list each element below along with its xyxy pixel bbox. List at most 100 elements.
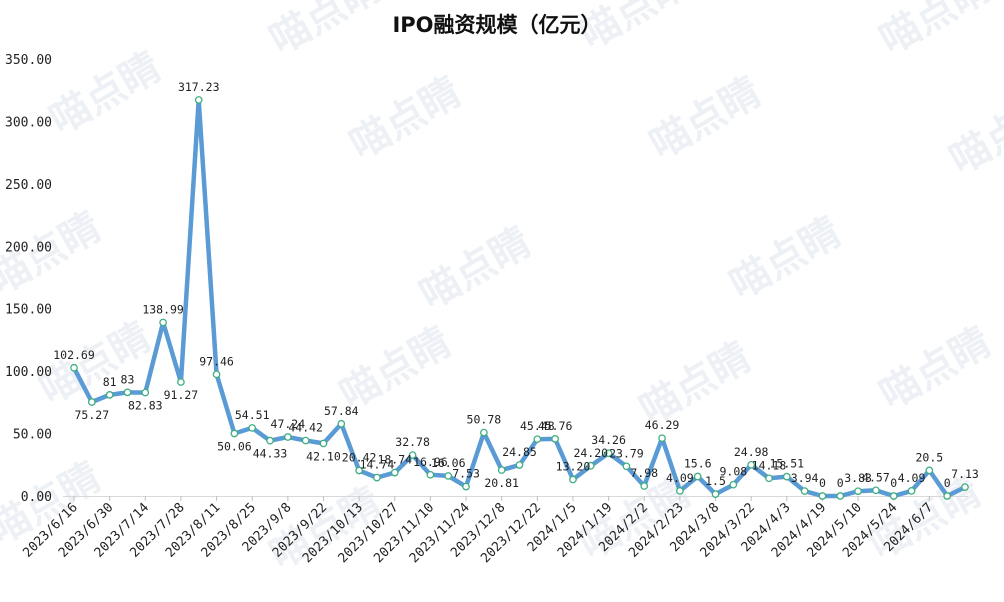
data-label: 3.94 (791, 471, 819, 485)
data-point (283, 433, 292, 441)
data-point (408, 451, 417, 459)
data-point (729, 480, 738, 489)
watermark-text: 喵点睛 (412, 219, 539, 319)
data-label: 44.42 (288, 421, 323, 435)
data-label: 4.09 (898, 471, 926, 485)
data-point (907, 487, 916, 495)
data-label: 7.98 (630, 466, 658, 480)
data-label: 317.23 (178, 80, 220, 94)
data-label: 44.33 (253, 447, 288, 461)
data-point (765, 474, 773, 483)
watermark-text: 喵点睛 (872, 319, 999, 419)
data-point (818, 492, 827, 500)
y-tick-label: 150.00 (5, 303, 52, 318)
chart-title: IPO融资规模（亿元） (392, 13, 601, 37)
data-point (925, 466, 934, 475)
data-label: 16.96 (413, 455, 448, 469)
data-point (426, 470, 435, 479)
y-tick-label: 250.00 (5, 178, 52, 193)
data-point (640, 482, 649, 490)
data-point (212, 370, 221, 379)
data-label: 20.81 (484, 476, 519, 490)
data-point (854, 487, 862, 496)
watermark-text: 喵点睛 (262, 0, 389, 64)
data-label: 20.5 (916, 450, 944, 464)
data-point (373, 473, 381, 482)
data-label: 23.79 (609, 446, 644, 460)
data-label: 138.99 (142, 302, 184, 316)
y-tick-label: 350.00 (5, 53, 52, 68)
data-point (586, 461, 595, 470)
data-label: 18.74 (377, 453, 412, 467)
data-point (872, 486, 880, 495)
data-point (693, 472, 702, 481)
data-label: 82.83 (128, 399, 163, 413)
data-point (462, 482, 470, 491)
data-point (800, 487, 809, 495)
data-point (943, 492, 952, 500)
watermark-text: 喵点睛 (0, 454, 109, 554)
watermark-text: 喵点睛 (642, 69, 769, 169)
watermark-text: 喵点睛 (872, 0, 999, 64)
data-point (319, 439, 328, 448)
data-point (889, 492, 898, 500)
y-axis: 0.00 50.00 100.00 150.00 200.00 250.00 300.00 3… (5, 53, 52, 505)
data-label: 75.27 (75, 408, 110, 422)
data-label: 81 (103, 375, 117, 389)
data-label: 45.48 (520, 419, 555, 433)
data-point (622, 462, 631, 471)
data-label: 4.57 (862, 470, 890, 484)
data-point (248, 424, 257, 432)
data-point (515, 461, 524, 469)
data-point (70, 363, 78, 372)
data-label: 32.78 (395, 435, 430, 449)
data-label: 24.85 (502, 445, 537, 459)
data-point (961, 483, 969, 491)
data-label: 50.78 (467, 413, 502, 427)
data-point (194, 96, 203, 104)
data-point (836, 492, 845, 500)
data-point (747, 460, 756, 469)
data-label: 1.5 (705, 474, 726, 488)
data-label: 102.69 (53, 348, 95, 362)
data-point (444, 472, 453, 480)
y-tick-label: 200.00 (5, 240, 52, 255)
data-label: 15.51 (769, 457, 804, 471)
data-label: 34.26 (591, 433, 626, 447)
data-label: 57.84 (324, 404, 359, 418)
data-label: 24.98 (734, 445, 769, 459)
data-label: 83 (121, 372, 135, 386)
data-label: 24.20 (573, 446, 608, 460)
data-point (658, 434, 666, 443)
data-point (177, 378, 185, 386)
data-label: 7.13 (951, 467, 979, 481)
data-point (497, 466, 506, 474)
y-tick-label: 100.00 (5, 365, 52, 380)
data-point (355, 466, 363, 475)
data-label: 9.08 (719, 465, 747, 479)
data-point (123, 388, 132, 397)
x-axis: 2023/6/162023/6/302023/7/142023/7/282023… (20, 496, 936, 566)
watermark-text: 喵点睛 (42, 44, 169, 144)
data-label: 0 (837, 476, 844, 490)
data-point (390, 468, 399, 477)
data-label: 91.27 (164, 388, 199, 402)
data-label: 50.06 (217, 439, 252, 453)
data-points (70, 96, 969, 500)
data-point (782, 472, 791, 481)
data-label: 45.76 (538, 419, 573, 433)
watermark-text: 喵点睛 (942, 84, 1004, 184)
data-point (87, 398, 96, 406)
data-point (266, 436, 274, 445)
data-label: 97.46 (199, 354, 234, 368)
data-label: 4.09 (666, 471, 694, 485)
y-tick-label: 50.00 (13, 428, 52, 443)
data-label: 42.10 (306, 449, 341, 463)
data-point (301, 436, 310, 445)
data-label: 7.53 (452, 467, 480, 481)
data-point (569, 475, 577, 484)
data-label: 47.24 (271, 417, 306, 431)
data-point (711, 490, 720, 498)
data-label: 14.18 (752, 458, 787, 472)
